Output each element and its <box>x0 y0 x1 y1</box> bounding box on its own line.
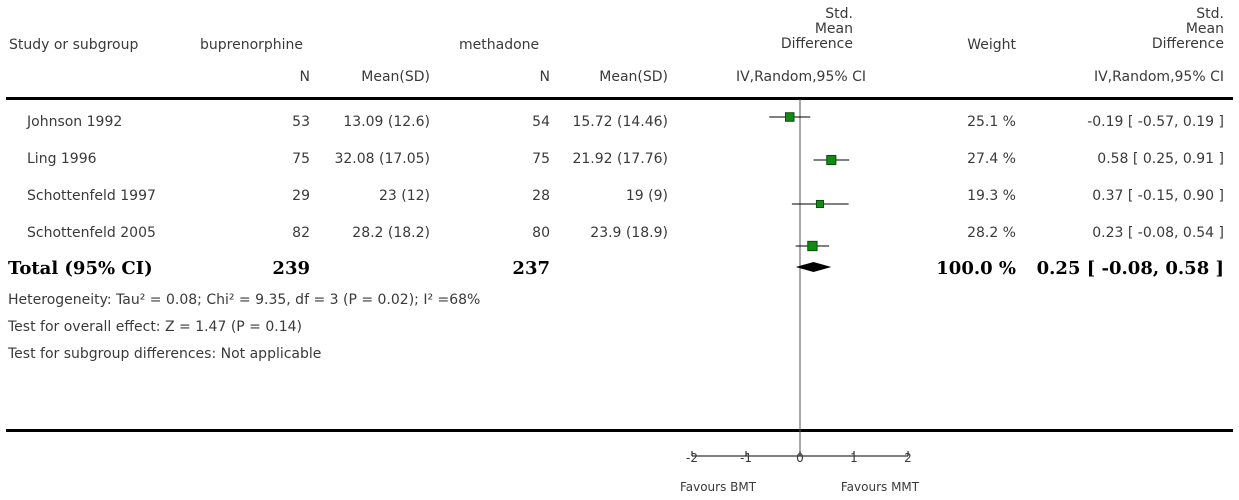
header-study: Study or subgroup <box>9 37 139 53</box>
study-weight: 19.3 % <box>967 188 1016 204</box>
favours-right-label: Favours MMT <box>840 480 920 494</box>
total-label: Total (95% CI) <box>8 258 153 279</box>
axis-tick-label: 2 <box>904 451 912 465</box>
axis-tick-label: -1 <box>740 451 752 465</box>
header-effect-line1: Std. <box>1196 6 1224 22</box>
study-meansd1: 28.2 (18.2) <box>352 225 430 241</box>
total-weight: 100.0 % <box>936 258 1016 279</box>
study-n1: 82 <box>292 225 310 241</box>
header-effect: Std. Mean Difference <box>1100 7 1224 52</box>
study-marker <box>807 240 818 252</box>
study-name: Schottenfeld 1997 <box>27 188 156 204</box>
study-name: Ling 1996 <box>27 151 97 167</box>
header-smd-line2: Mean <box>814 21 853 37</box>
study-marker <box>815 199 825 209</box>
pooled-diamond <box>795 262 832 272</box>
study-name: Schottenfeld 2005 <box>27 225 156 241</box>
header-smd: Std. Mean Difference <box>760 7 853 52</box>
study-name: Johnson 1992 <box>27 114 123 130</box>
total-n2: 237 <box>512 258 550 279</box>
header-effect-line3: Difference <box>1151 36 1224 52</box>
header-meansd1: Mean(SD) <box>361 69 430 85</box>
study-meansd2: 21.92 (17.76) <box>572 151 668 167</box>
header-rule <box>6 97 1233 100</box>
study-n2: 54 <box>532 114 550 130</box>
total-n1: 239 <box>272 258 310 279</box>
study-meansd1: 13.09 (12.6) <box>343 114 430 130</box>
header-weight: Weight <box>967 37 1016 53</box>
study-meansd2: 23.9 (18.9) <box>590 225 668 241</box>
axis-tick-label: 0 <box>796 451 804 465</box>
header-group2: methadone <box>459 37 540 53</box>
study-n1: 29 <box>292 188 310 204</box>
study-ci-text: -0.19 [ -0.57, 0.19 ] <box>1087 114 1224 130</box>
study-n1: 75 <box>292 151 310 167</box>
header-effect-method: IV,Random,95% CI <box>1093 69 1224 85</box>
study-marker <box>826 154 837 166</box>
study-n2: 28 <box>532 188 550 204</box>
total-ci-text: 0.25 [ -0.08, 0.58 ] <box>1036 258 1224 279</box>
axis-tick-label: 1 <box>850 451 858 465</box>
overall-effect-text: Test for overall effect: Z = 1.47 (P = 0… <box>8 319 302 335</box>
axis-tick-label: -2 <box>686 451 698 465</box>
study-n1: 53 <box>292 114 310 130</box>
heterogeneity-text: Heterogeneity: Tau² = 0.08; Chi² = 9.35,… <box>8 292 481 308</box>
header-smd-line1: Std. <box>825 6 853 22</box>
study-meansd2: 19 (9) <box>625 188 668 204</box>
study-weight: 28.2 % <box>967 225 1016 241</box>
header-effect-line2: Mean <box>1185 21 1224 37</box>
favours-left-label: Favours BMT <box>679 480 757 494</box>
study-n2: 75 <box>532 151 550 167</box>
header-smd-line3: Difference <box>780 36 853 52</box>
header-n1: N <box>299 69 310 85</box>
study-weight: 25.1 % <box>967 114 1016 130</box>
subgroup-diff-text: Test for subgroup differences: Not appli… <box>8 346 322 362</box>
study-n2: 80 <box>532 225 550 241</box>
study-meansd1: 32.08 (17.05) <box>334 151 430 167</box>
study-meansd2: 15.72 (14.46) <box>572 114 668 130</box>
study-meansd1: 23 (12) <box>378 188 430 204</box>
study-weight: 27.4 % <box>967 151 1016 167</box>
study-ci-text: 0.37 [ -0.15, 0.90 ] <box>1092 188 1224 204</box>
header-smd-method: IV,Random,95% CI <box>735 69 867 85</box>
header-meansd2: Mean(SD) <box>599 69 668 85</box>
study-marker <box>784 112 795 122</box>
header-n2: N <box>539 69 550 85</box>
study-ci-text: 0.23 [ -0.08, 0.54 ] <box>1092 225 1224 241</box>
header-group1: buprenorphine <box>200 37 304 53</box>
footer-rule <box>6 429 1233 432</box>
study-ci-text: 0.58 [ 0.25, 0.91 ] <box>1097 151 1224 167</box>
